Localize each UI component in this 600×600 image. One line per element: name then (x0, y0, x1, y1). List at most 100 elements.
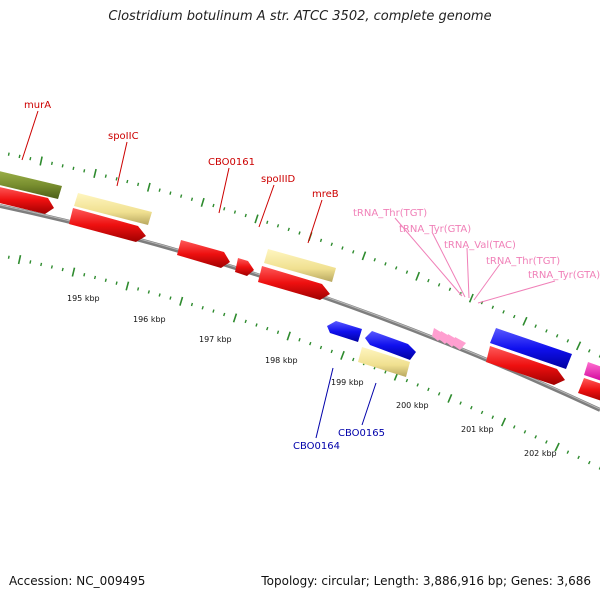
major-tick (125, 281, 130, 291)
gene-label-CBO0161: CBO0161 (208, 157, 255, 168)
minor-tick (534, 435, 538, 439)
scale-label-199: 199 kbp (331, 378, 364, 387)
minor-tick (276, 330, 280, 335)
scale-label-196: 196 kbp (133, 315, 166, 324)
minor-tick (223, 207, 226, 211)
label-leaders (21, 110, 556, 439)
gene-feature-red-5[interactable] (578, 378, 600, 402)
major-tick (286, 331, 291, 341)
minor-tick (18, 154, 21, 159)
minor-tick (352, 357, 355, 362)
minor-tick (577, 455, 580, 460)
scale-label-197: 197 kbp (199, 335, 232, 344)
gene-mreB[interactable] (264, 249, 336, 282)
minor-tick (319, 238, 323, 243)
minor-tick (427, 278, 430, 283)
scale-labels: 195 kbp 196 kbp 197 kbp 198 kbp 199 kbp … (67, 294, 557, 458)
minor-tick (555, 334, 559, 338)
leader-spoIIC (116, 141, 128, 187)
gene-CBO0165[interactable] (358, 347, 410, 377)
minor-tick (437, 392, 441, 396)
gene-feature-red-4[interactable] (486, 346, 565, 385)
leader-spoIIID (258, 184, 275, 228)
minor-tick (448, 287, 452, 291)
minor-tick (330, 349, 333, 354)
minor-tick (459, 401, 462, 405)
minor-tick (158, 188, 161, 192)
minor-tick (384, 262, 387, 266)
gene-label-spoIIID: spoIIID (261, 174, 296, 185)
minor-tick (491, 415, 495, 419)
minor-tick (29, 260, 32, 264)
minor-tick (373, 258, 376, 262)
accession-label: Accession: NC_009495 (9, 574, 146, 588)
gene-feature-blue-2[interactable] (490, 328, 572, 369)
leader-trna-4 (473, 263, 501, 301)
trna-arrow-3[interactable] (446, 334, 458, 347)
minor-tick (61, 164, 64, 168)
major-tick (200, 197, 205, 207)
major-tick (415, 271, 421, 281)
minor-tick (491, 305, 495, 309)
gene-label-mreB: mreB (312, 189, 339, 200)
minor-tick (587, 460, 591, 465)
gene-spoIIC[interactable] (74, 193, 152, 225)
minor-tick (534, 324, 537, 328)
minor-tick (201, 305, 204, 310)
gene-feature-red-1[interactable] (0, 186, 54, 214)
minor-tick (255, 323, 258, 327)
gene-feature-red-small[interactable] (235, 258, 254, 276)
gene-murA[interactable] (0, 170, 62, 199)
minor-tick (276, 224, 280, 228)
gene-label-spoIIC: spoIIC (108, 131, 139, 142)
minor-tick (287, 227, 290, 232)
gene-label-CBO0165: CBO0165 (338, 428, 385, 439)
minor-tick (244, 213, 247, 218)
gene-CBO0161[interactable] (177, 240, 230, 268)
scale-label-198: 198 kbp (265, 356, 298, 365)
leader-CBO0165 (361, 382, 377, 426)
major-tick (361, 251, 367, 261)
minor-tick (104, 174, 107, 178)
minor-tick (50, 161, 53, 166)
minor-tick (416, 383, 419, 387)
minor-tick (158, 293, 161, 297)
gene-label-CBO0164: CBO0164 (293, 441, 340, 452)
gene-label-trna-thr-1: tRNA_Thr(TGT) (353, 208, 427, 219)
gene-features (0, 170, 600, 402)
minor-tick (244, 319, 247, 324)
minor-tick (104, 278, 107, 282)
scale-label-195: 195 kbp (67, 294, 100, 303)
minor-tick (523, 430, 527, 434)
minor-tick (298, 337, 301, 342)
minor-tick (169, 191, 172, 195)
minor-tick (405, 378, 409, 383)
tick-track-outer (7, 152, 600, 358)
map-title: Clostridium botulinum A str. ATCC 3502, … (108, 9, 492, 24)
leader-CBO0164 (315, 367, 334, 439)
minor-tick (502, 310, 505, 314)
gene-feature-magenta[interactable] (584, 362, 600, 382)
scale-label-202: 202 kbp (524, 449, 557, 458)
gene-feature-red-3[interactable] (258, 266, 330, 300)
minor-tick (427, 387, 430, 392)
scale-label-200: 200 kbp (396, 401, 429, 410)
gene-feature-red-2[interactable] (69, 208, 146, 242)
gene-CBO0164[interactable] (327, 321, 362, 342)
minor-tick (545, 440, 548, 444)
gene-feature-blue-1[interactable] (365, 331, 416, 360)
minor-tick (384, 370, 387, 374)
genome-summary: Topology: circular; Length: 3,886,916 bp… (261, 574, 591, 588)
leader-trna-5 (477, 280, 556, 304)
trna-arrow-1[interactable] (432, 328, 444, 341)
minor-tick (470, 405, 473, 410)
major-tick (39, 156, 43, 166)
minor-tick (566, 450, 570, 454)
gene-label-trna-val: tRNA_Val(TAC) (444, 240, 516, 251)
leader-trna-2 (431, 231, 466, 298)
trna-arrow-2[interactable] (439, 331, 451, 344)
genome-backbone (0, 204, 600, 412)
trna-arrow-4[interactable] (453, 337, 466, 350)
minor-tick (212, 203, 215, 208)
major-tick (17, 255, 22, 265)
